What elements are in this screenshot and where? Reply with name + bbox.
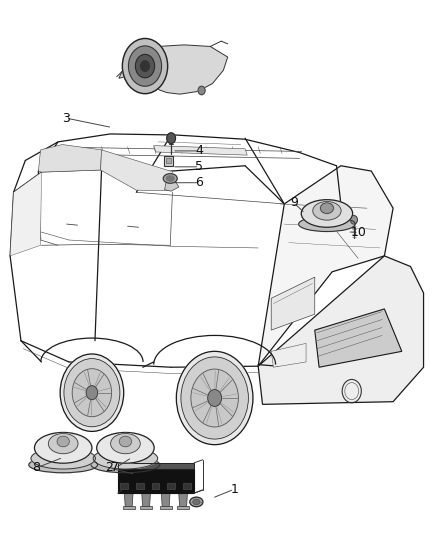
- Ellipse shape: [163, 174, 177, 183]
- Circle shape: [60, 354, 124, 431]
- Polygon shape: [39, 144, 102, 172]
- Text: 8: 8: [32, 462, 40, 474]
- Bar: [118, 470, 194, 493]
- Ellipse shape: [31, 448, 95, 469]
- Circle shape: [126, 63, 134, 72]
- Text: 10: 10: [350, 225, 366, 239]
- Text: 4: 4: [195, 144, 203, 157]
- Ellipse shape: [190, 497, 203, 507]
- Text: 7: 7: [111, 462, 120, 474]
- Text: 2: 2: [106, 462, 113, 474]
- Polygon shape: [119, 45, 228, 94]
- Circle shape: [167, 133, 176, 143]
- Ellipse shape: [321, 203, 333, 214]
- Polygon shape: [142, 493, 150, 506]
- Ellipse shape: [193, 499, 200, 505]
- Bar: [118, 463, 194, 470]
- Circle shape: [191, 369, 238, 427]
- Circle shape: [208, 390, 222, 406]
- Circle shape: [141, 61, 149, 71]
- Bar: [166, 158, 171, 163]
- Text: 9: 9: [290, 196, 298, 209]
- Polygon shape: [124, 493, 133, 506]
- Circle shape: [86, 386, 98, 400]
- Bar: [164, 156, 173, 166]
- Text: 5: 5: [195, 160, 203, 173]
- Ellipse shape: [111, 433, 140, 454]
- Bar: [152, 483, 159, 489]
- Bar: [159, 506, 172, 509]
- Ellipse shape: [48, 433, 78, 454]
- Ellipse shape: [35, 432, 92, 463]
- Text: 6: 6: [195, 176, 203, 189]
- Polygon shape: [179, 493, 187, 506]
- Ellipse shape: [97, 432, 154, 463]
- Circle shape: [181, 357, 248, 439]
- Polygon shape: [258, 256, 424, 405]
- Circle shape: [128, 46, 162, 86]
- Polygon shape: [271, 277, 315, 330]
- Circle shape: [72, 369, 112, 417]
- Circle shape: [350, 216, 357, 224]
- Ellipse shape: [29, 457, 98, 473]
- Ellipse shape: [119, 436, 131, 447]
- Circle shape: [177, 351, 253, 445]
- Bar: [183, 483, 191, 489]
- Bar: [167, 483, 175, 489]
- Polygon shape: [165, 182, 179, 191]
- Ellipse shape: [299, 216, 355, 231]
- Ellipse shape: [93, 448, 158, 469]
- Bar: [120, 483, 128, 489]
- Bar: [118, 463, 194, 470]
- Bar: [140, 506, 152, 509]
- Polygon shape: [315, 309, 402, 367]
- Bar: [136, 483, 144, 489]
- Ellipse shape: [91, 457, 160, 473]
- Bar: [177, 506, 189, 509]
- Polygon shape: [161, 493, 170, 506]
- Ellipse shape: [57, 436, 69, 447]
- Polygon shape: [101, 150, 173, 191]
- Text: 1: 1: [230, 483, 238, 496]
- Polygon shape: [271, 343, 306, 367]
- Polygon shape: [154, 146, 247, 155]
- Polygon shape: [258, 166, 393, 366]
- Circle shape: [64, 359, 120, 427]
- Circle shape: [122, 38, 168, 94]
- Circle shape: [198, 86, 205, 95]
- Circle shape: [135, 54, 155, 78]
- Ellipse shape: [313, 201, 341, 220]
- Polygon shape: [10, 172, 42, 256]
- Ellipse shape: [301, 200, 353, 227]
- Bar: [123, 506, 135, 509]
- Text: 3: 3: [62, 111, 70, 125]
- Ellipse shape: [166, 176, 174, 181]
